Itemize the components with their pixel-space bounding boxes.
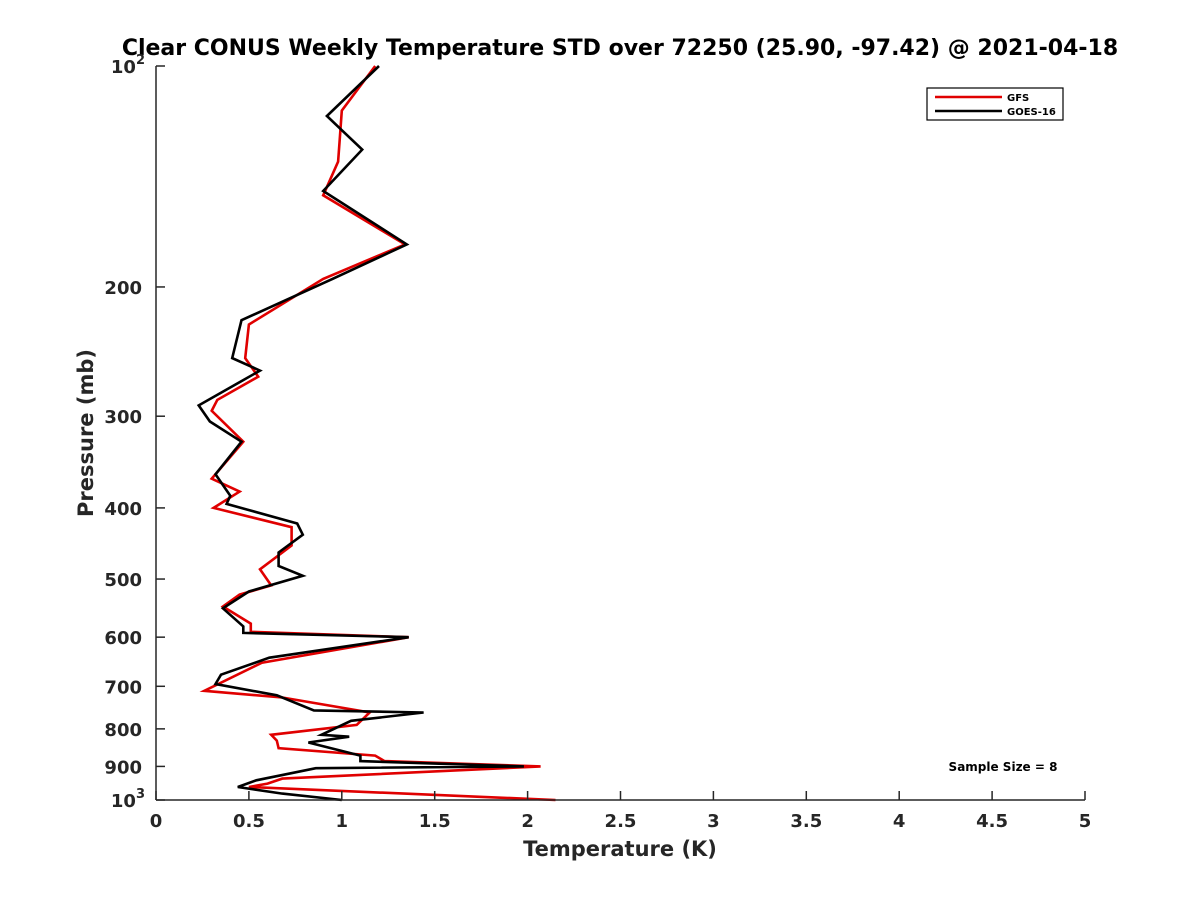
legend: GFS GOES-16 xyxy=(926,87,1064,121)
chart-title: Clear CONUS Weekly Temperature STD over … xyxy=(122,36,1118,61)
plot-area xyxy=(196,65,556,802)
x-tick-label: 4.5 xyxy=(976,811,1008,832)
x-tick-label: 0.5 xyxy=(233,811,265,832)
sample-size-annotation: Sample Size = 8 xyxy=(949,760,1058,774)
y-tick-label: 700 xyxy=(104,677,142,698)
x-tick-label: 3 xyxy=(707,811,720,832)
y-tick-label: 300 xyxy=(104,407,142,428)
x-axis-title: Temperature (K) xyxy=(523,837,717,861)
y-tick-label: 200 xyxy=(104,278,142,299)
x-tick-label: 1.5 xyxy=(419,811,451,832)
series-line-goes-16 xyxy=(196,65,524,802)
y-tick-label: 600 xyxy=(104,628,142,649)
y-tick-label: 400 xyxy=(104,499,142,520)
y-tick-label: 103 xyxy=(111,787,145,812)
x-tick-label: 1 xyxy=(336,811,349,832)
legend-box xyxy=(926,87,1064,121)
x-tick-label: 2 xyxy=(521,811,534,832)
x-tick-label: 3.5 xyxy=(790,811,822,832)
axes: 0 0.5 1 1.5 2 2.5 3 3.5 4 4.5 5 102 200 300 400 500 600 7… xyxy=(104,53,1091,832)
series-line-gfs xyxy=(199,65,556,802)
x-tick-label: 0 xyxy=(150,811,163,832)
legend-label-goes16: GOES-16 xyxy=(1007,107,1056,118)
y-tick-label: 102 xyxy=(111,53,145,78)
y-tick-label: 900 xyxy=(104,757,142,778)
x-tick-label: 4 xyxy=(893,811,906,832)
y-tick-label: 800 xyxy=(104,720,142,741)
y-tick-label: 500 xyxy=(104,570,142,591)
legend-label-gfs: GFS xyxy=(1007,93,1029,104)
y-axis-title: Pressure (mb) xyxy=(74,349,98,517)
x-tick-label: 5 xyxy=(1079,811,1092,832)
x-tick-label: 2.5 xyxy=(605,811,637,832)
